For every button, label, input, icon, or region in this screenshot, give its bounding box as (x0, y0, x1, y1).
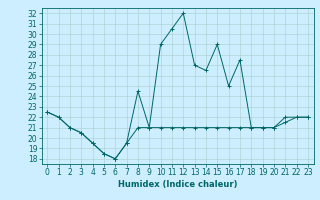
X-axis label: Humidex (Indice chaleur): Humidex (Indice chaleur) (118, 180, 237, 189)
